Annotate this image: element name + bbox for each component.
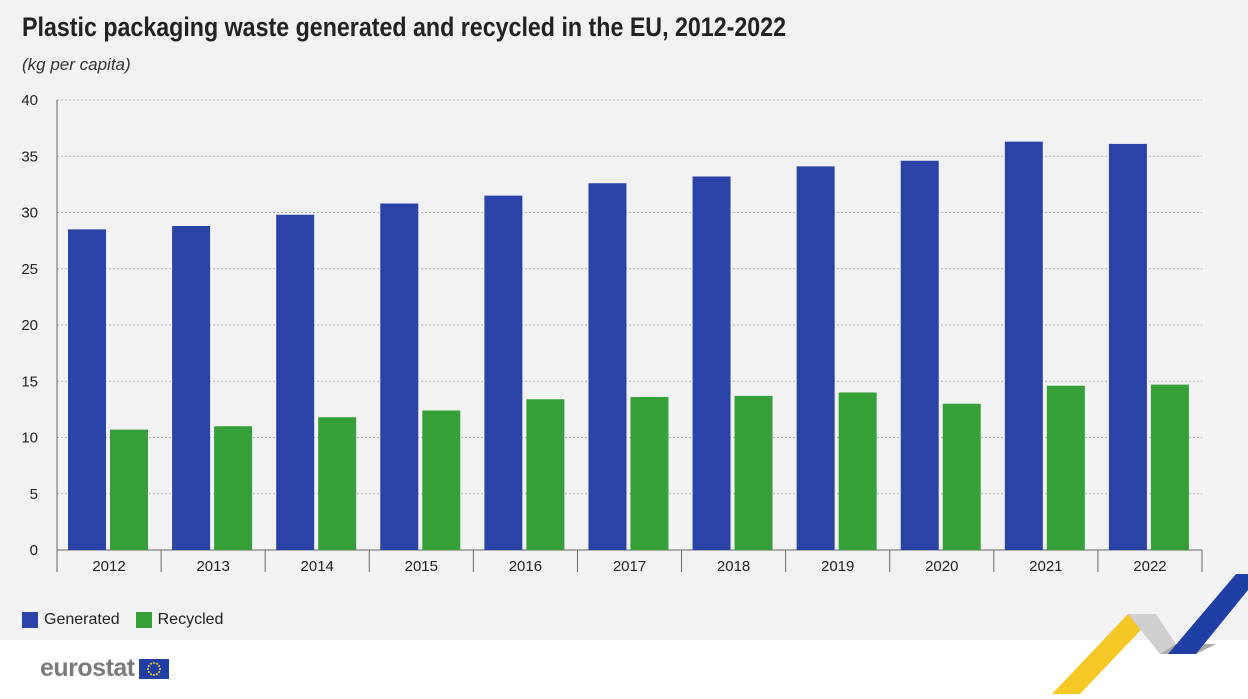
x-tick-label: 2017 bbox=[613, 558, 646, 575]
bar-recycled-2015 bbox=[422, 410, 461, 550]
y-tick-label: 15 bbox=[21, 373, 38, 390]
y-tick-label: 0 bbox=[30, 542, 38, 559]
x-tick-label: 2021 bbox=[1029, 558, 1062, 575]
x-tick-label: 2018 bbox=[717, 558, 750, 575]
bar-generated-2017 bbox=[588, 183, 627, 550]
y-tick-label: 5 bbox=[30, 486, 38, 503]
y-tick-label: 40 bbox=[21, 92, 38, 109]
bar-generated-2018 bbox=[692, 176, 731, 550]
bar-generated-2012 bbox=[68, 229, 106, 550]
bar-generated-2014 bbox=[276, 214, 315, 550]
bar-recycled-2019 bbox=[838, 392, 877, 550]
bar-generated-2019 bbox=[796, 166, 835, 550]
bar-recycled-2016 bbox=[526, 399, 565, 550]
bar-generated-2022 bbox=[1108, 143, 1147, 550]
x-tick-label: 2016 bbox=[509, 558, 542, 575]
eurostat-logo: eurostat bbox=[40, 654, 169, 683]
chart-subtitle: (kg per capita) bbox=[22, 55, 131, 74]
x-tick-label: 2012 bbox=[92, 558, 125, 575]
bar-chart: 0 5 10 15 20 25 30 35 40 2012 2013 2014 2015 2016 2017… bbox=[21, 92, 1203, 575]
bar-generated-2021 bbox=[1004, 141, 1043, 550]
bar-generated-2020 bbox=[900, 160, 939, 550]
bar-recycled-2022 bbox=[1150, 384, 1189, 550]
bar-recycled-2021 bbox=[1046, 385, 1085, 550]
chart-title: Plastic packaging waste generated and re… bbox=[22, 12, 787, 42]
bar-recycled-2017 bbox=[630, 397, 669, 550]
y-tick-label: 10 bbox=[21, 430, 38, 447]
legend-label-generated: Generated bbox=[44, 611, 120, 628]
bar-recycled-2018 bbox=[734, 395, 773, 550]
y-tick-label: 30 bbox=[21, 205, 38, 222]
logo-text: eurostat bbox=[40, 654, 135, 682]
x-tick-label: 2014 bbox=[301, 558, 334, 575]
bar-recycled-2013 bbox=[214, 426, 253, 550]
x-tick-label: 2013 bbox=[196, 558, 229, 575]
x-tick-label: 2020 bbox=[925, 558, 958, 575]
legend-label-recycled: Recycled bbox=[157, 611, 224, 628]
bar-recycled-2014 bbox=[318, 417, 357, 550]
bar-generated-2015 bbox=[380, 203, 419, 550]
legend-item-recycled: Recycled bbox=[135, 611, 224, 629]
x-tick-label: 2022 bbox=[1133, 558, 1166, 575]
x-tick-label: 2019 bbox=[821, 558, 854, 575]
y-tick-label: 25 bbox=[21, 261, 38, 278]
eu-flag-icon bbox=[138, 658, 169, 679]
legend: Generated Recycled bbox=[22, 611, 223, 629]
bar-generated-2016 bbox=[484, 195, 523, 550]
legend-item-generated: Generated bbox=[22, 611, 120, 629]
decorative-chevron-icon bbox=[1052, 574, 1248, 694]
legend-swatch-generated bbox=[22, 612, 38, 628]
bar-generated-2013 bbox=[172, 226, 211, 550]
y-tick-label: 35 bbox=[21, 148, 38, 165]
x-tick-label: 2015 bbox=[405, 558, 438, 575]
y-tick-label: 20 bbox=[21, 317, 38, 334]
bar-recycled-2012 bbox=[110, 429, 148, 550]
bar-recycled-2020 bbox=[942, 403, 981, 550]
legend-swatch-recycled bbox=[135, 612, 152, 628]
